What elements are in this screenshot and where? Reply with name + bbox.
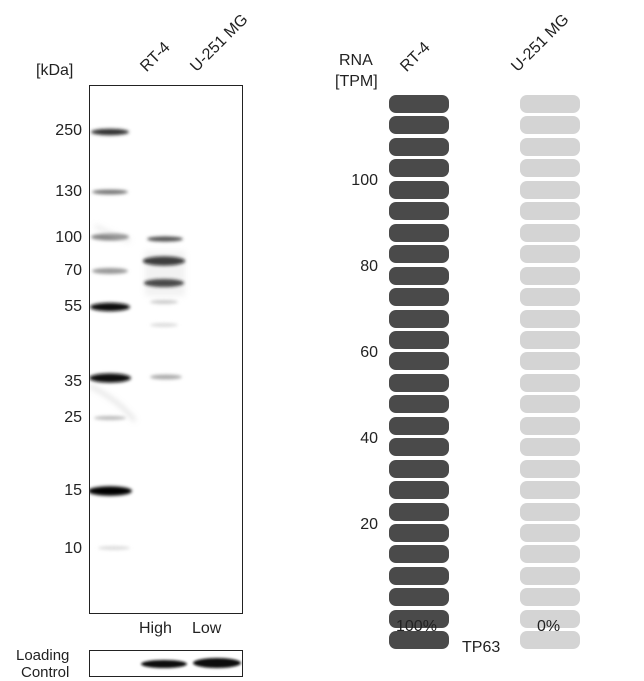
rna-pill-rt4 xyxy=(389,245,449,264)
rna-percent-rt4: 100% xyxy=(396,618,437,635)
marker-35: 35 xyxy=(64,373,82,390)
tpm-tick-40: 40 xyxy=(360,430,378,447)
loading-control-image xyxy=(89,650,243,677)
rna-pill-u251mg xyxy=(520,545,580,564)
rna-pill-u251mg xyxy=(520,609,580,628)
marker-100: 100 xyxy=(55,229,82,246)
rna-pill-rt4 xyxy=(389,95,449,113)
rna-bar-u251mg xyxy=(520,0,580,681)
rna-pill-rt4 xyxy=(389,202,449,221)
rna-pill-u251mg xyxy=(520,502,580,521)
rna-pill-rt4 xyxy=(389,438,449,457)
rna-pill-rt4 xyxy=(389,223,449,242)
rna-pill-rt4 xyxy=(389,545,449,564)
rna-pill-u251mg xyxy=(520,330,580,349)
loading-control-bands xyxy=(141,658,241,668)
rna-pill-rt4 xyxy=(389,330,449,349)
rna-pill-rt4 xyxy=(389,288,449,307)
blot-lane-label-rt4: RT-4 xyxy=(137,38,174,76)
rna-pill-u251mg xyxy=(520,566,580,585)
rna-pill-rt4 xyxy=(389,566,449,585)
marker-15: 15 xyxy=(64,482,82,499)
rna-pill-rt4 xyxy=(389,524,449,542)
rna-pill-rt4 xyxy=(389,416,449,435)
marker-130: 130 xyxy=(55,183,82,200)
rna-pill-u251mg xyxy=(520,245,580,264)
marker-55: 55 xyxy=(64,298,82,315)
ladder-smear xyxy=(90,224,137,422)
western-blot-image xyxy=(89,85,243,614)
lane-level-high: High xyxy=(139,620,172,637)
rna-pill-u251mg xyxy=(520,309,580,328)
rna-pill-rt4 xyxy=(389,180,449,199)
rna-pill-u251mg xyxy=(520,159,580,178)
rna-pill-u251mg xyxy=(520,631,580,650)
rna-pill-u251mg xyxy=(520,288,580,307)
rna-pill-u251mg xyxy=(520,438,580,457)
rna-pill-rt4 xyxy=(389,352,449,371)
rna-pill-rt4 xyxy=(389,588,449,607)
gene-name-label: TP63 xyxy=(462,639,501,656)
marker-70: 70 xyxy=(64,262,82,279)
rna-pill-rt4 xyxy=(389,631,449,650)
rna-pill-u251mg xyxy=(520,202,580,221)
kda-unit-label: [kDa] xyxy=(36,62,74,79)
marker-250: 250 xyxy=(55,122,82,139)
rna-header-line2: [TPM] xyxy=(335,73,378,90)
marker-10: 10 xyxy=(64,540,82,557)
rna-pill-u251mg xyxy=(520,116,580,135)
rna-bar-rt4 xyxy=(389,0,449,681)
rna-pill-rt4 xyxy=(389,395,449,414)
rna-pill-u251mg xyxy=(520,352,580,371)
rna-pill-u251mg xyxy=(520,180,580,199)
rna-header-line1: RNA xyxy=(339,52,373,69)
tpm-tick-100: 100 xyxy=(351,172,378,189)
rna-pill-u251mg xyxy=(520,481,580,500)
rna-pill-rt4 xyxy=(389,481,449,500)
rna-pill-u251mg xyxy=(520,95,580,113)
rna-pill-rt4 xyxy=(389,459,449,478)
loading-control-label-line1: Loading xyxy=(16,647,70,664)
rna-pill-rt4 xyxy=(389,116,449,135)
tpm-tick-60: 60 xyxy=(360,344,378,361)
western-blot-bands xyxy=(90,128,185,550)
ladder-bands xyxy=(90,128,132,550)
rna-pill-u251mg xyxy=(520,395,580,414)
lane-level-low: Low xyxy=(192,620,222,637)
rna-pill-rt4 xyxy=(389,137,449,156)
tpm-tick-20: 20 xyxy=(360,516,378,533)
tpm-tick-80: 80 xyxy=(360,258,378,275)
rna-pill-u251mg xyxy=(520,223,580,242)
rna-pill-u251mg xyxy=(520,416,580,435)
blot-lane-label-u251mg: U-251 MG xyxy=(187,11,252,76)
rna-pill-u251mg xyxy=(520,588,580,607)
rna-pill-u251mg xyxy=(520,266,580,285)
rna-pill-u251mg xyxy=(520,373,580,392)
rna-pill-rt4 xyxy=(389,266,449,285)
rna-pill-u251mg xyxy=(520,137,580,156)
marker-25: 25 xyxy=(64,409,82,426)
rna-pill-rt4 xyxy=(389,609,449,628)
rna-pill-u251mg xyxy=(520,459,580,478)
loading-control-label-line2: Control xyxy=(21,664,70,681)
rna-pill-rt4 xyxy=(389,159,449,178)
rna-percent-u251mg: 0% xyxy=(537,618,561,635)
rna-pill-rt4 xyxy=(389,373,449,392)
rna-pill-u251mg xyxy=(520,524,580,542)
rna-pill-rt4 xyxy=(389,309,449,328)
rna-pill-rt4 xyxy=(389,502,449,521)
